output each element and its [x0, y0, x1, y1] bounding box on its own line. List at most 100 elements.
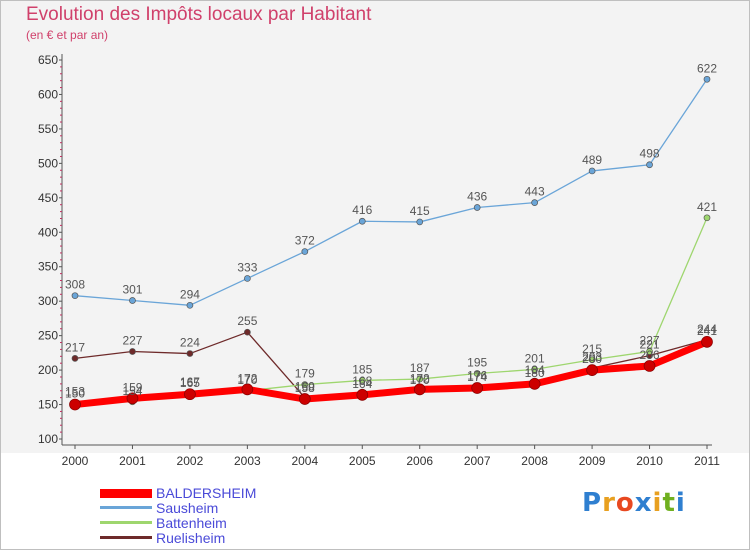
data-point-battenheim	[588, 356, 596, 364]
data-label-sausheim: 416	[352, 203, 372, 217]
series-line-ruelisheim	[74, 331, 708, 399]
data-label-baldersheim: 159	[122, 380, 142, 394]
data-point-sausheim	[588, 167, 596, 175]
y-tick-label: 250	[38, 329, 58, 343]
legend-item-sausheim: Sausheim	[100, 501, 300, 516]
series-line-battenheim	[74, 217, 708, 404]
data-point-baldersheim	[298, 393, 311, 405]
data-point-baldersheim	[69, 398, 81, 411]
x-tick-label: 2008	[521, 454, 548, 468]
data-label-baldersheim: 200	[582, 352, 602, 366]
x-tick-label: 2002	[177, 454, 204, 468]
y-tick-label: 600	[38, 87, 58, 101]
y-tick-label: 550	[38, 122, 58, 136]
data-label-ruelisheim: 203	[582, 350, 602, 364]
data-label-ruelisheim: 244	[697, 322, 717, 336]
data-label-ruelisheim: 184	[525, 363, 545, 377]
data-point-baldersheim	[528, 378, 541, 390]
data-label-sausheim: 415	[410, 204, 430, 218]
y-tick-label: 200	[38, 363, 58, 377]
data-label-battenheim: 201	[525, 351, 545, 365]
y-tick-label: 150	[38, 398, 58, 412]
chart-subtitle: (en € et par an)	[26, 28, 109, 42]
data-point-baldersheim	[241, 383, 254, 396]
data-point-sausheim	[531, 199, 538, 206]
data-point-sausheim	[703, 75, 711, 83]
data-label-sausheim: 294	[180, 287, 200, 301]
logo-letter: o	[615, 488, 635, 518]
x-tick-label: 2006	[406, 454, 433, 468]
legend-item-ruelisheim: Ruelisheim	[100, 531, 300, 546]
data-label-sausheim: 436	[467, 189, 487, 203]
legend-label-battenheim: Battenheim	[156, 515, 227, 531]
data-label-ruelisheim: 168	[352, 374, 372, 388]
y-tick-label: 300	[38, 294, 58, 308]
chart-title: Evolution des Impôts locaux par Habitant	[26, 4, 372, 25]
data-point-sausheim	[186, 301, 194, 309]
data-label-battenheim: 421	[697, 200, 717, 214]
chart-legend: BALDERSHEIM Sausheim Battenheim Ruelishe…	[100, 486, 300, 546]
x-tick-label: 2011	[694, 454, 720, 468]
x-tick-label: 2000	[62, 454, 89, 468]
data-point-sausheim	[473, 204, 481, 211]
data-label-baldersheim: 165	[180, 376, 200, 390]
data-label-sausheim: 489	[582, 153, 602, 167]
y-tick-label: 100	[38, 432, 58, 446]
y-tick-label: 650	[38, 53, 58, 67]
data-label-sausheim: 498	[640, 147, 660, 161]
x-tick-label: 2004	[291, 454, 318, 468]
data-point-sausheim	[71, 292, 79, 300]
data-label-baldersheim: 180	[525, 366, 545, 380]
data-label-sausheim: 301	[122, 282, 142, 296]
data-label-baldersheim: 241	[697, 324, 717, 338]
data-point-baldersheim	[184, 388, 196, 401]
y-tick-label: 350	[38, 260, 58, 274]
data-point-battenheim	[416, 375, 424, 383]
data-point-sausheim	[358, 217, 366, 225]
data-point-baldersheim	[356, 389, 369, 401]
legend-swatch-sausheim	[100, 506, 152, 509]
data-point-sausheim	[129, 297, 136, 304]
logo-letter: r	[602, 488, 616, 518]
logo-letter: i	[652, 488, 663, 518]
logo-letter: i	[675, 488, 686, 518]
x-tick-label: 2001	[119, 454, 146, 468]
proxiti-logo: Proxiti	[582, 488, 686, 518]
legend-swatch-baldersheim	[100, 489, 152, 498]
x-tick-label: 2003	[234, 454, 261, 468]
legend-label-ruelisheim: Ruelisheim	[156, 530, 226, 546]
data-label-battenheim: 215	[582, 342, 602, 356]
data-label-baldersheim: 206	[640, 348, 660, 362]
data-point-sausheim	[301, 248, 309, 255]
data-point-ruelisheim	[71, 355, 79, 362]
data-label-battenheim: 153	[65, 384, 85, 398]
data-point-battenheim	[703, 214, 711, 222]
x-tick-label: 2007	[464, 454, 491, 468]
logo-letter: P	[582, 488, 603, 518]
data-point-baldersheim	[586, 364, 598, 376]
logo-letter: t	[662, 488, 676, 518]
legend-label-baldersheim: BALDERSHEIM	[156, 485, 257, 501]
data-label-ruelisheim: 224	[180, 336, 200, 350]
data-label-sausheim: 443	[525, 185, 545, 199]
data-label-baldersheim: 164	[352, 377, 372, 391]
data-point-battenheim	[473, 370, 481, 377]
data-label-ruelisheim: 217	[65, 340, 85, 354]
data-label-baldersheim: 158	[295, 381, 315, 395]
data-point-sausheim	[244, 275, 251, 282]
data-point-baldersheim	[413, 383, 426, 396]
y-tick-label: 450	[38, 191, 58, 205]
x-tick-label: 2010	[636, 454, 663, 468]
logo-letter: x	[634, 488, 653, 518]
data-label-ruelisheim: 160	[295, 380, 315, 394]
legend-item-baldersheim: BALDERSHEIM	[100, 486, 300, 501]
data-label-battenheim: 195	[467, 356, 487, 370]
data-label-battenheim: 187	[410, 361, 430, 375]
data-label-ruelisheim: 255	[237, 314, 257, 328]
data-label-battenheim: 185	[352, 362, 372, 376]
data-point-ruelisheim	[244, 328, 251, 336]
data-label-sausheim: 308	[65, 278, 85, 292]
data-point-baldersheim	[126, 392, 139, 405]
data-label-battenheim: 227	[640, 333, 660, 347]
